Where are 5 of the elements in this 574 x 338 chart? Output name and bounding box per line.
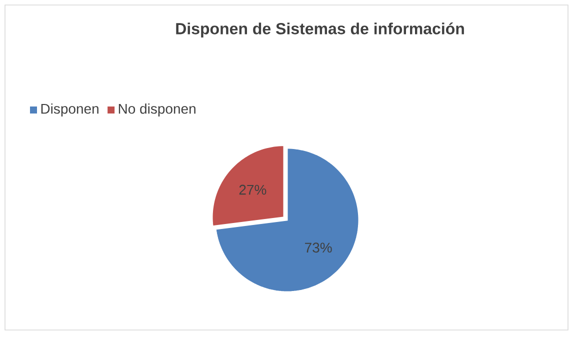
- chart-title: Disponen de Sistemas de información: [176, 22, 464, 38]
- legend-label: No disponen: [118, 103, 196, 117]
- legend-label: Disponen: [41, 103, 98, 117]
- data-label: 27%: [239, 184, 266, 195]
- data-label: 73%: [305, 242, 332, 253]
